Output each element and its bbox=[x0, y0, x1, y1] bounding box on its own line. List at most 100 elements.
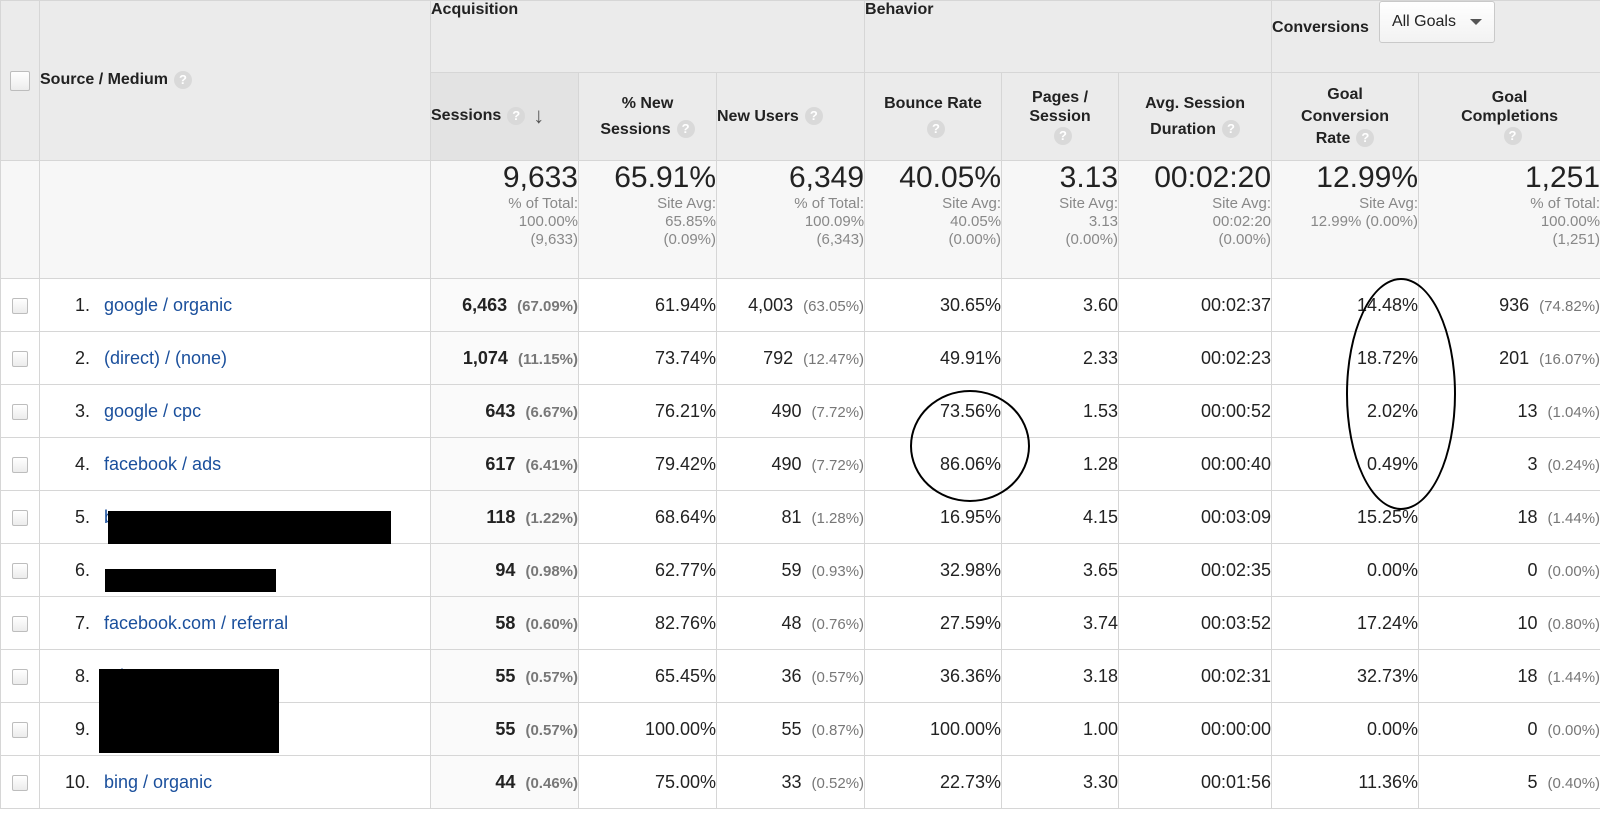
pct-new-sessions-cell: 79.42% bbox=[578, 437, 717, 491]
help-icon[interactable]: ? bbox=[927, 120, 946, 139]
row-checkbox[interactable] bbox=[12, 350, 28, 367]
source-medium-link[interactable]: google / organic bbox=[104, 294, 233, 315]
row-checkbox-cell bbox=[0, 384, 40, 438]
help-icon[interactable]: ? bbox=[1054, 126, 1073, 145]
source-medium-link[interactable]: (direct) / (none) bbox=[104, 347, 228, 368]
goal-completions-cell: 936 (74.82%) bbox=[1418, 278, 1600, 332]
goal-completions-cell: 18 (1.44%) bbox=[1418, 490, 1600, 544]
table-row: 10. bing / organic 44 (0.46%) 75.00% 33 (0.5… bbox=[0, 755, 1600, 809]
goal-completions-value: 10 bbox=[1517, 612, 1538, 633]
goal-conversion-rate-cell: 18.72% bbox=[1271, 331, 1420, 385]
pct-new-sessions-cell: 62.77% bbox=[578, 543, 717, 597]
source-medium-link[interactable]: facebook / ads bbox=[104, 453, 222, 474]
help-icon[interactable]: ? bbox=[1503, 126, 1522, 145]
total-note: Site Avg: bbox=[1359, 195, 1419, 212]
select-all-checkbox[interactable] bbox=[10, 70, 30, 91]
behavior-group-header: Behavior bbox=[864, 0, 1273, 73]
totals-bounce: 40.05% Site Avg: 40.05% (0.00%) bbox=[864, 160, 1003, 279]
total-value: 9,633 bbox=[502, 161, 578, 194]
row-index: 8. bbox=[74, 665, 90, 686]
avg-session-duration-header[interactable]: Avg. Session Duration? bbox=[1118, 72, 1273, 161]
goal-completions-value: 18 bbox=[1517, 506, 1538, 527]
source-medium-link[interactable]: bing / organic bbox=[104, 771, 213, 792]
sessions-percent: (67.09%) bbox=[517, 297, 578, 315]
row-checkbox[interactable] bbox=[12, 297, 28, 314]
goal-completions-percent: (0.24%) bbox=[1547, 456, 1600, 474]
row-checkbox[interactable] bbox=[12, 403, 28, 420]
row-checkbox[interactable] bbox=[12, 562, 28, 579]
table-row: 1. google / organic 6,463 (67.09%) 61.94% 4,… bbox=[0, 278, 1600, 332]
avg-duration-cell: 00:03:52 bbox=[1118, 596, 1273, 650]
new-users-percent: (0.57%) bbox=[811, 668, 865, 686]
total-value: 40.05% bbox=[899, 161, 1002, 194]
sessions-cell: 55 (0.57%) bbox=[430, 702, 579, 756]
sessions-value: 55 bbox=[495, 718, 516, 739]
goal-conversion-rate-cell: 0.00% bbox=[1271, 702, 1420, 756]
sessions-header[interactable]: Sessions? ↓ bbox=[430, 72, 579, 161]
goal-completions-percent: (74.82%) bbox=[1539, 297, 1600, 315]
goals-dropdown[interactable]: All Goals bbox=[1378, 1, 1495, 43]
help-icon[interactable]: ? bbox=[1221, 120, 1240, 139]
goal-completions-percent: (1.04%) bbox=[1547, 403, 1600, 421]
total-value: 65.91% bbox=[614, 161, 716, 194]
help-icon[interactable]: ? bbox=[676, 120, 695, 139]
sessions-value: 1,074 bbox=[462, 347, 508, 368]
total-value: 6,349 bbox=[788, 161, 865, 194]
help-icon[interactable]: ? bbox=[804, 107, 823, 126]
help-icon[interactable]: ? bbox=[174, 71, 193, 90]
source-medium-link[interactable]: facebook.com / referral bbox=[104, 612, 289, 633]
bounce-rate-cell: 30.65% bbox=[864, 278, 1003, 332]
pages-session-header[interactable]: Pages / Session ? bbox=[1001, 72, 1120, 161]
goal-conversion-rate-header[interactable]: Goal Conversion Rate? bbox=[1271, 72, 1420, 161]
help-icon[interactable]: ? bbox=[507, 107, 526, 126]
total-note: Site Avg: bbox=[1059, 195, 1119, 212]
totals-goal-completions: 1,251 % of Total: 100.00% (1,251) bbox=[1418, 160, 1600, 279]
table-row: 6. 94 (0.98%) 62.77% 59 (0.93%) 32.98% 3.65 00… bbox=[0, 543, 1600, 597]
source-medium-header[interactable]: Source / Medium? bbox=[39, 0, 431, 161]
goal-completions-value: 5 bbox=[1527, 771, 1538, 792]
row-index: 10. bbox=[64, 771, 90, 792]
new-users-percent: (0.52%) bbox=[811, 774, 865, 792]
row-checkbox[interactable] bbox=[12, 774, 28, 791]
new-users-cell: 792 (12.47%) bbox=[715, 331, 866, 385]
row-checkbox[interactable] bbox=[12, 668, 28, 685]
avg-duration-cell: 00:02:31 bbox=[1118, 649, 1273, 703]
total-note: Site Avg: bbox=[1212, 195, 1272, 212]
row-checkbox-cell bbox=[0, 490, 40, 544]
header-line: New Users bbox=[717, 107, 799, 125]
row-checkbox[interactable] bbox=[12, 615, 28, 632]
bounce-rate-cell: 49.91% bbox=[864, 331, 1003, 385]
new-users-header[interactable]: New Users? bbox=[715, 72, 866, 161]
sort-descending-icon[interactable]: ↓ bbox=[533, 103, 545, 129]
pct-new-sessions-cell: 61.94% bbox=[578, 278, 717, 332]
pages-session-cell: 3.30 bbox=[1001, 755, 1120, 809]
row-index: 1. bbox=[74, 294, 90, 315]
avg-duration-cell: 00:02:37 bbox=[1118, 278, 1273, 332]
pages-session-cell: 3.18 bbox=[1001, 649, 1120, 703]
new-users-cell: 55 (0.87%) bbox=[715, 702, 866, 756]
pct-new-sessions-cell: 73.74% bbox=[578, 331, 717, 385]
goal-completions-header[interactable]: Goal Completions ? bbox=[1418, 72, 1600, 161]
sessions-percent: (11.15%) bbox=[517, 350, 578, 368]
goal-completions-cell: 0 (0.00%) bbox=[1418, 543, 1600, 597]
total-note: Site Avg: bbox=[657, 195, 716, 212]
row-checkbox[interactable] bbox=[12, 509, 28, 526]
sessions-value: 55 bbox=[495, 665, 516, 686]
total-note: 100.00% bbox=[518, 213, 578, 230]
row-checkbox[interactable] bbox=[12, 721, 28, 738]
pages-session-cell: 3.60 bbox=[1001, 278, 1120, 332]
total-note: (0.00%) bbox=[948, 231, 1002, 248]
pct-new-sessions-header[interactable]: % New Sessions? bbox=[578, 72, 717, 161]
header-line: Completions bbox=[1461, 108, 1558, 125]
help-icon[interactable]: ? bbox=[1356, 129, 1375, 148]
row-checkbox[interactable] bbox=[12, 456, 28, 473]
goal-completions-cell: 10 (0.80%) bbox=[1418, 596, 1600, 650]
source-medium-link[interactable]: google / cpc bbox=[104, 400, 202, 421]
new-users-cell: 33 (0.52%) bbox=[715, 755, 866, 809]
header-line: Sessions bbox=[600, 120, 671, 138]
bounce-rate-header[interactable]: Bounce Rate ? bbox=[864, 72, 1003, 161]
bounce-rate-cell: 86.06% bbox=[864, 437, 1003, 491]
redaction-box bbox=[99, 669, 279, 753]
new-users-value: 59 bbox=[781, 559, 802, 580]
goal-completions-percent: (16.07%) bbox=[1539, 350, 1600, 368]
